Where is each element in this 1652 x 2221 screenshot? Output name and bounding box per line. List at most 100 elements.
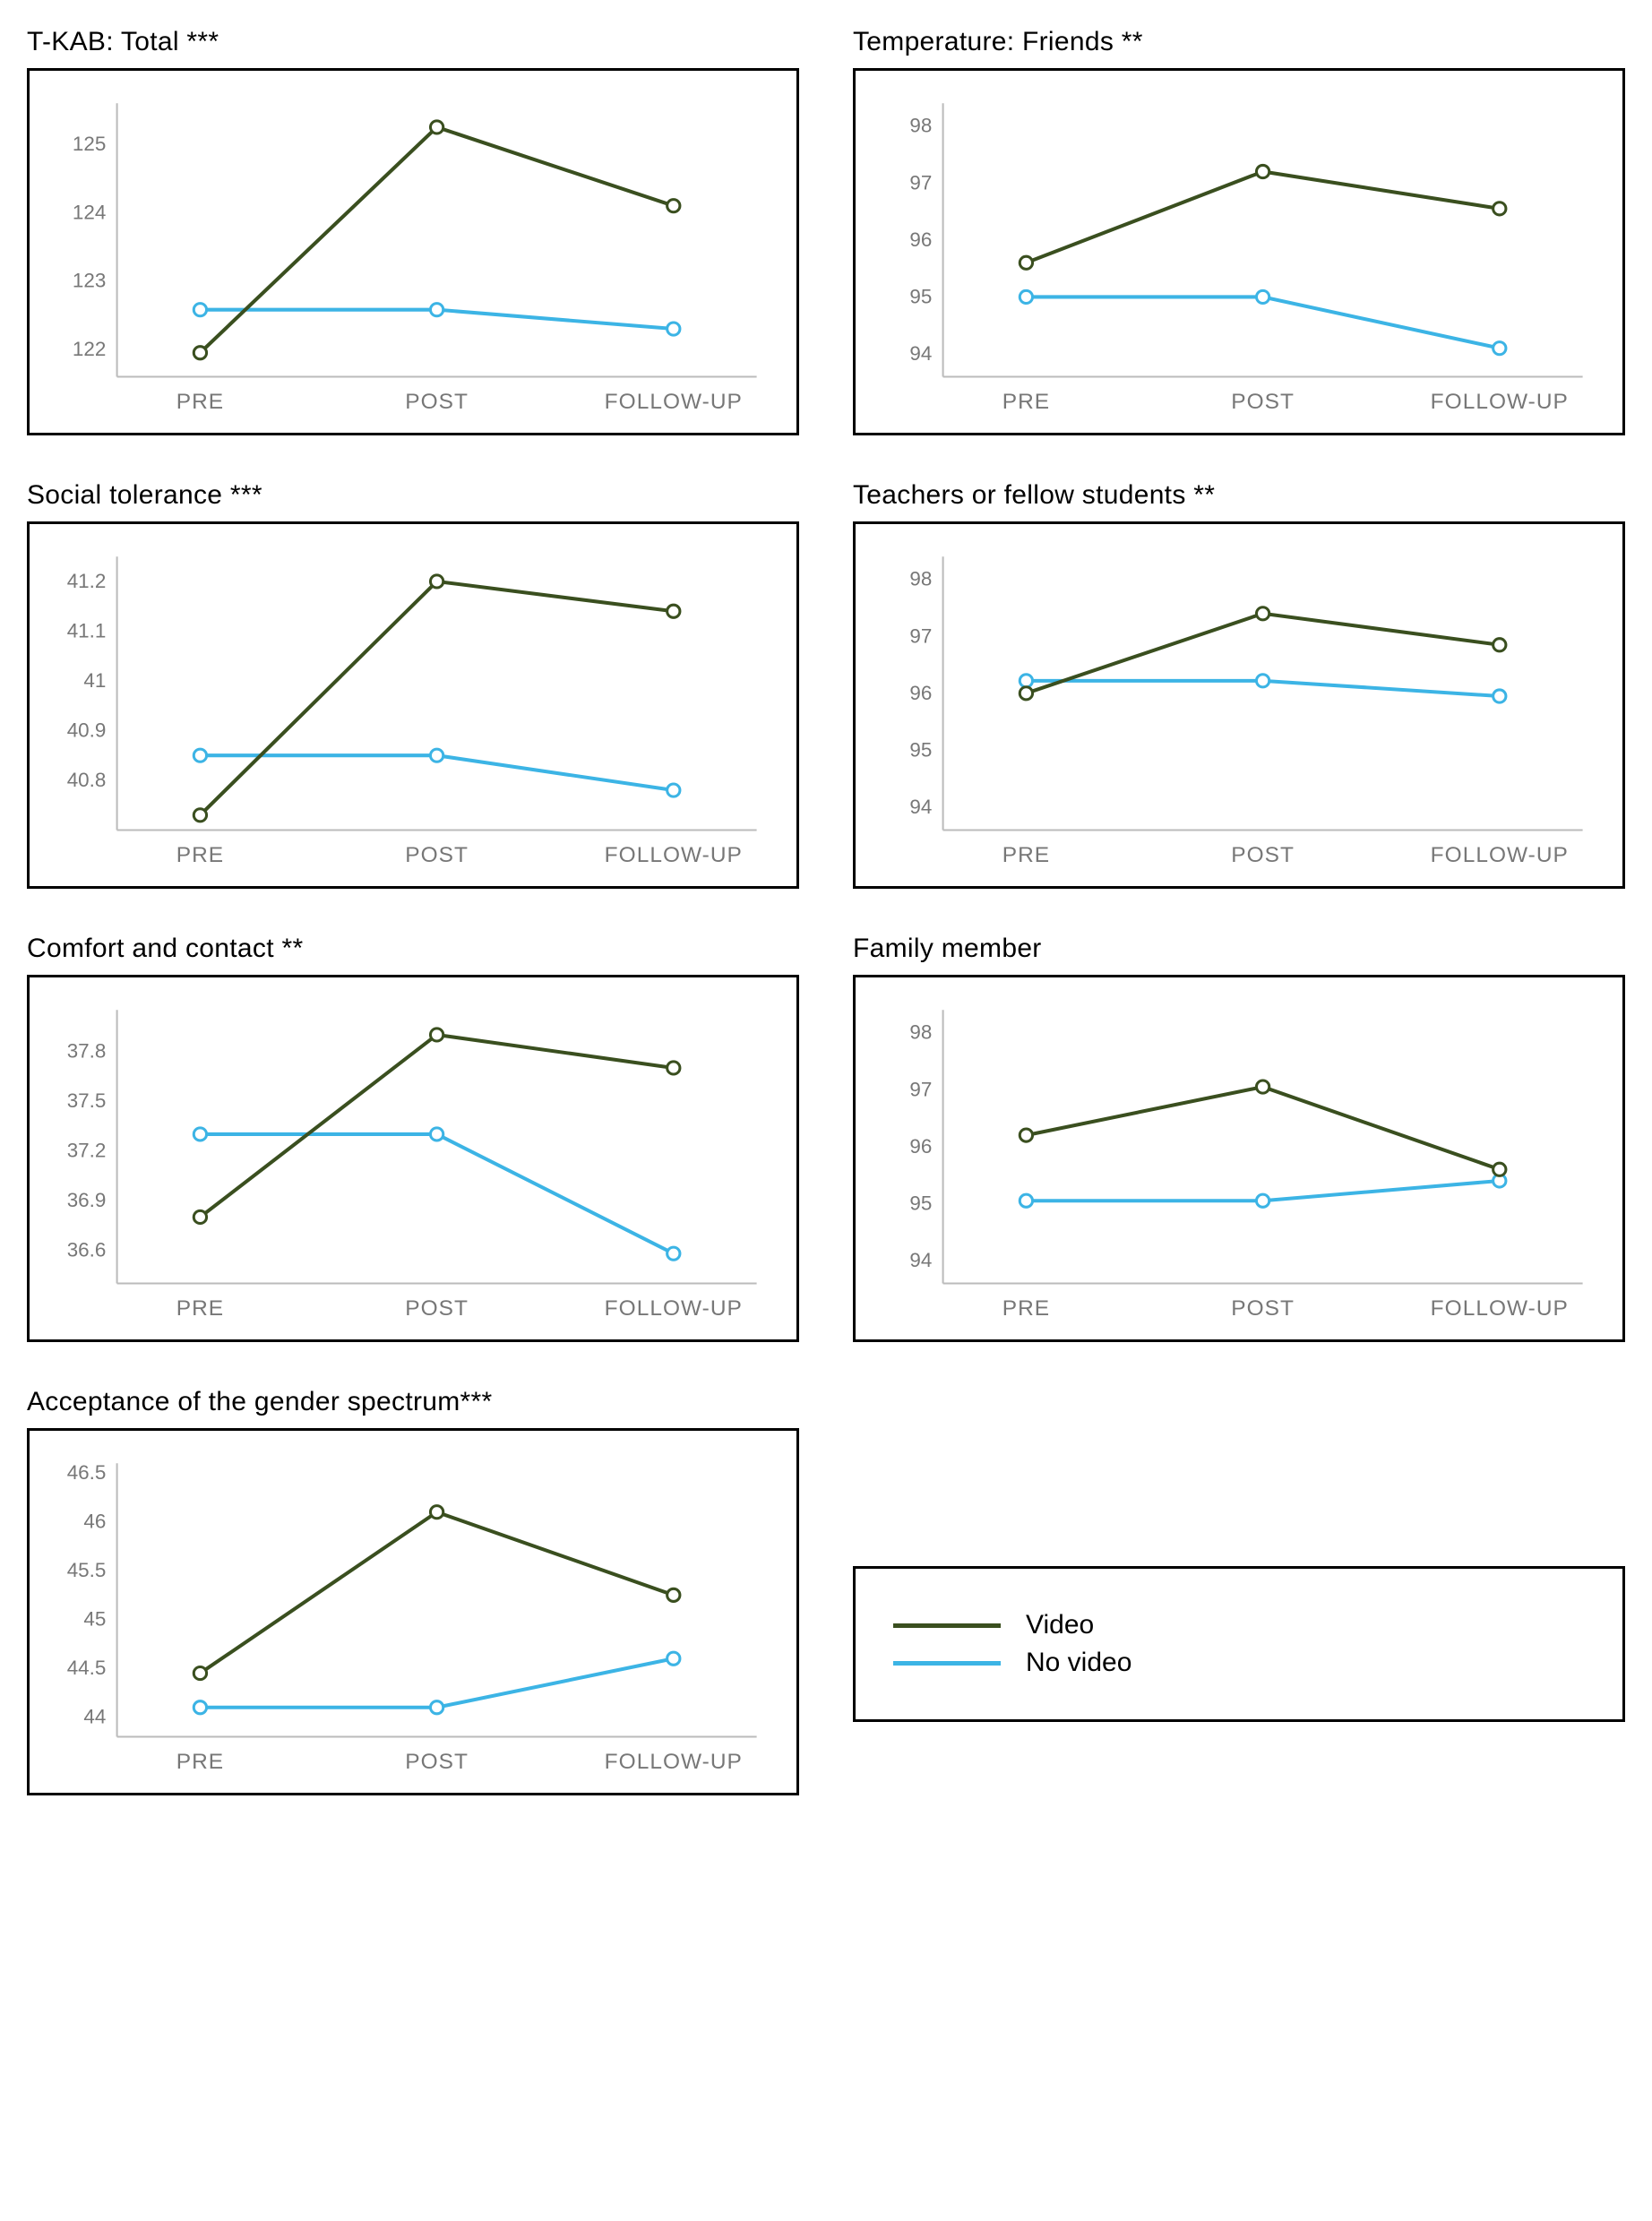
y-tick-label: 95 [909,739,932,762]
chart-plot: 40.840.94141.141.2PREPOSTFOLLOW-UP [44,540,775,875]
chart-title: Teachers or fellow students ** [853,480,1625,511]
y-tick-label: 94 [909,796,932,818]
video-marker [194,1667,206,1680]
video-marker [194,347,206,359]
y-tick-label: 41.2 [67,570,107,592]
y-tick-label: 45 [83,1608,106,1631]
x-tick-label: FOLLOW-UP [605,843,743,867]
y-tick-label: 36.9 [67,1189,107,1211]
chart-title: Family member [853,934,1625,964]
no-video-marker [1020,675,1032,687]
no-video-marker [667,784,680,796]
y-tick-label: 36.6 [67,1239,107,1261]
x-tick-label: PRE [1002,390,1050,414]
x-tick-label: FOLLOW-UP [1431,390,1569,414]
video-marker [1020,1129,1032,1141]
y-tick-label: 94 [909,342,932,365]
y-tick-label: 122 [73,338,106,360]
legend-swatch-no-video [893,1661,1001,1666]
y-tick-label: 41.1 [67,620,107,642]
no-video-marker [667,323,680,335]
no-video-marker [1020,290,1032,303]
chart-frame: 36.636.937.237.537.8PREPOSTFOLLOW-UP [27,975,799,1342]
chart-plot: 36.636.937.237.537.8PREPOSTFOLLOW-UP [44,994,775,1329]
x-tick-label: FOLLOW-UP [1431,843,1569,867]
chart-title: Acceptance of the gender spectrum*** [27,1387,799,1417]
x-tick-label: PRE [176,390,224,414]
video-marker [194,809,206,822]
chart-comfort-contact: Comfort and contact **36.636.937.237.537… [27,934,799,1342]
y-tick-label: 97 [909,171,932,194]
chart-frame: 9495969798PREPOSTFOLLOW-UP [853,975,1625,1342]
legend-label-no-video: No video [1026,1648,1131,1678]
y-tick-label: 98 [909,115,932,137]
y-tick-label: 40.9 [67,719,107,742]
video-line [200,1512,673,1674]
video-marker [1493,639,1506,651]
y-tick-label: 45.5 [67,1559,107,1581]
no-video-marker [667,1247,680,1260]
video-marker [1020,687,1032,700]
x-tick-label: POST [405,1296,469,1321]
x-tick-label: PRE [176,1296,224,1321]
chart-frame: 4444.54545.54646.5PREPOSTFOLLOW-UP [27,1428,799,1795]
video-marker [667,1588,680,1601]
no-video-marker [430,1128,443,1141]
y-tick-label: 97 [909,1078,932,1100]
no-video-marker [1493,342,1506,355]
x-tick-label: PRE [176,843,224,867]
no-video-marker [430,749,443,762]
legend-swatch-video [893,1623,1001,1628]
x-tick-label: POST [405,390,469,414]
chart-temp-friends: Temperature: Friends **9495969798PREPOST… [853,27,1625,435]
chart-title: T-KAB: Total *** [27,27,799,57]
chart-title: Temperature: Friends ** [853,27,1625,57]
video-marker [1020,256,1032,269]
no-video-marker [667,1652,680,1665]
chart-plot: 9495969798PREPOSTFOLLOW-UP [870,994,1601,1329]
y-tick-label: 95 [909,286,932,308]
y-tick-label: 96 [909,682,932,704]
y-tick-label: 46.5 [67,1461,107,1484]
no-video-marker [194,1128,206,1141]
video-line [200,127,673,353]
x-tick-label: POST [405,843,469,867]
y-tick-label: 98 [909,568,932,590]
x-tick-label: PRE [176,1750,224,1774]
video-marker [667,605,680,617]
y-tick-label: 98 [909,1021,932,1044]
video-marker [430,1029,443,1041]
chart-teachers-students: Teachers or fellow students **9495969798… [853,480,1625,889]
chart-social-tolerance: Social tolerance ***40.840.94141.141.2PR… [27,480,799,889]
video-marker [194,1210,206,1223]
legend-cell: Video No video [853,1387,1625,1795]
legend-label-video: Video [1026,1610,1094,1640]
y-tick-label: 37.8 [67,1040,107,1063]
no-video-marker [430,304,443,316]
video-marker [667,200,680,212]
video-marker [430,1506,443,1519]
chart-frame: 122123124125PREPOSTFOLLOW-UP [27,68,799,435]
y-tick-label: 124 [73,201,106,223]
y-tick-label: 37.2 [67,1140,107,1162]
video-line [1026,172,1499,263]
no-video-marker [1256,1194,1269,1207]
no-video-marker [194,1701,206,1714]
no-video-marker [1493,690,1506,702]
y-tick-label: 95 [909,1192,932,1215]
chart-plot: 9495969798PREPOSTFOLLOW-UP [870,87,1601,422]
chart-plot: 122123124125PREPOSTFOLLOW-UP [44,87,775,422]
x-tick-label: FOLLOW-UP [605,390,743,414]
y-tick-label: 125 [73,133,106,155]
no-video-marker [194,749,206,762]
x-tick-label: POST [405,1750,469,1774]
no-video-marker [1256,675,1269,687]
video-marker [1256,165,1269,177]
x-tick-label: PRE [1002,843,1050,867]
legend-item-no-video: No video [893,1648,1585,1678]
no-video-marker [194,304,206,316]
video-marker [667,1062,680,1074]
video-marker [1493,202,1506,215]
no-video-line [200,1134,673,1253]
y-tick-label: 44.5 [67,1657,107,1679]
